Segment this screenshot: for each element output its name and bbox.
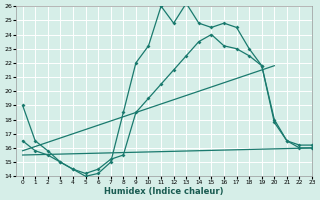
X-axis label: Humidex (Indice chaleur): Humidex (Indice chaleur) <box>104 187 224 196</box>
